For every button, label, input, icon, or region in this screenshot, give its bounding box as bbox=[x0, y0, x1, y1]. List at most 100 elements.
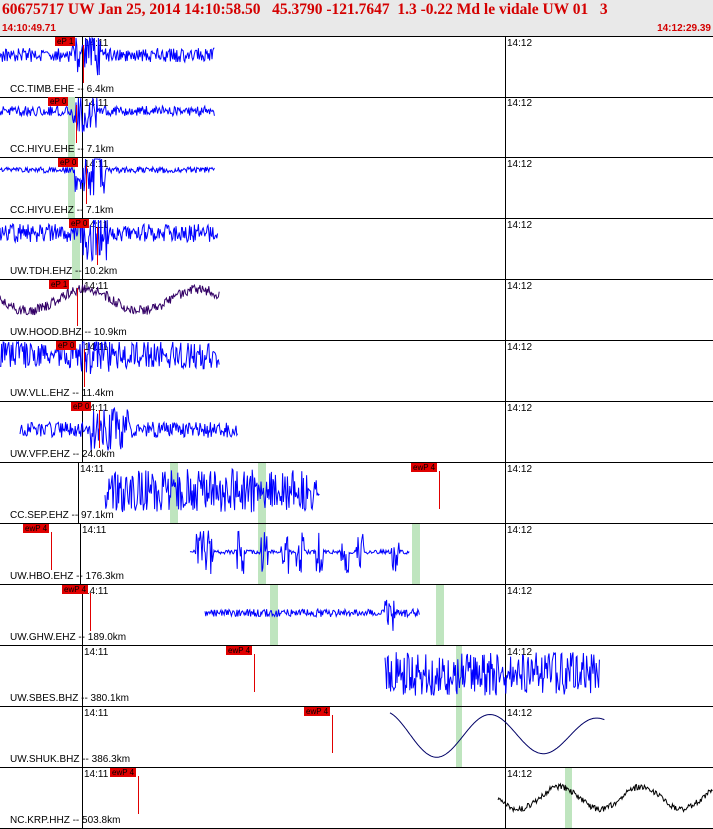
phase-pick-label[interactable]: eP 0 bbox=[71, 402, 92, 411]
seismogram-trace bbox=[0, 341, 220, 375]
station-label: UW.GHW.EHZ -- 189.0km bbox=[10, 632, 127, 643]
minute-tick-label: 14:11 bbox=[84, 586, 109, 597]
minute-tick bbox=[505, 219, 506, 279]
trace-row[interactable]: 14:11 14:12 ewP 4 UW.GHW.EHZ -- 189.0km bbox=[0, 585, 713, 646]
minute-tick bbox=[505, 97, 506, 157]
minute-tick-label: 14:11 bbox=[80, 464, 105, 475]
minute-tick-label: 14:12 bbox=[507, 769, 533, 780]
seismogram-trace bbox=[0, 283, 220, 316]
minute-tick-label: 14:11 bbox=[84, 159, 109, 170]
minute-tick-label: 14:11 bbox=[84, 647, 109, 658]
arrival-window-band bbox=[72, 219, 80, 279]
waveform-path bbox=[204, 599, 420, 631]
waveform-path bbox=[497, 782, 713, 814]
trace-row[interactable]: 14:11 14:12 eP 1 CC.TIMB.EHE -- 6.4km bbox=[0, 36, 713, 98]
trace-row[interactable]: 14:11 14:12 eP 0 UW.VLL.EHZ -- 11.4km bbox=[0, 341, 713, 402]
trace-row[interactable]: 14:11 14:12 eP 0 UW.TDH.EHZ -- 10.2km bbox=[0, 219, 713, 280]
minute-tick-label: 14:12 bbox=[507, 464, 533, 475]
phase-pick-label[interactable]: eP 0 bbox=[48, 97, 69, 106]
arrival-window-band bbox=[436, 585, 444, 645]
pick-marker-line[interactable] bbox=[97, 227, 98, 265]
minute-tick bbox=[82, 585, 83, 645]
phase-pick-label[interactable]: eP 0 bbox=[69, 219, 90, 228]
waveform-path bbox=[0, 341, 220, 375]
minute-tick bbox=[505, 707, 506, 767]
seismogram-trace bbox=[0, 37, 215, 76]
trace-row[interactable]: 14:11 14:12 eP 0 UW.VFP.EHZ -- 24.0km bbox=[0, 402, 713, 463]
arrival-window-band bbox=[565, 768, 572, 828]
minute-tick bbox=[505, 463, 506, 523]
minute-tick-label: 14:11 bbox=[84, 403, 109, 414]
seismogram-trace bbox=[19, 406, 239, 451]
station-label: UW.VFP.EHZ -- 24.0km bbox=[10, 449, 115, 460]
minute-tick bbox=[82, 402, 83, 462]
minute-tick bbox=[80, 524, 81, 584]
pick-marker-line[interactable] bbox=[83, 45, 84, 83]
pick-marker-line[interactable] bbox=[332, 715, 333, 753]
seismogram-trace bbox=[104, 467, 320, 513]
phase-pick-label[interactable]: ewP 4 bbox=[110, 768, 137, 777]
trace-row[interactable]: 14:11 14:12 eP 1 UW.HOOD.BHZ -- 10.9km bbox=[0, 280, 713, 341]
waveform-path bbox=[384, 651, 600, 696]
event-title: 60675717 UW Jan 25, 2014 14:10:58.50 45.… bbox=[2, 1, 608, 18]
pick-marker-line[interactable] bbox=[77, 288, 78, 326]
trace-row[interactable]: 14:11 14:12 ewP 4 UW.SBES.BHZ -- 380.1km bbox=[0, 646, 713, 707]
minute-tick bbox=[505, 402, 506, 462]
minute-tick-label: 14:12 bbox=[507, 98, 533, 109]
trace-row[interactable]: 14:11 14:12 eP 0 CC.HIYU.EHZ -- 7.1km bbox=[0, 158, 713, 219]
minute-tick bbox=[82, 646, 83, 706]
phase-pick-label[interactable]: ewP 4 bbox=[226, 646, 253, 655]
minute-tick-label: 14:11 bbox=[84, 281, 109, 292]
pick-marker-line[interactable] bbox=[439, 471, 440, 509]
header-bar: 60675717 UW Jan 25, 2014 14:10:58.50 45.… bbox=[0, 0, 713, 36]
minute-tick-label: 14:12 bbox=[507, 159, 533, 170]
station-label: UW.SHUK.BHZ -- 386.3km bbox=[10, 754, 131, 765]
pick-marker-line[interactable] bbox=[138, 776, 139, 814]
phase-pick-label[interactable]: eP 0 bbox=[58, 158, 79, 167]
minute-tick bbox=[82, 219, 83, 279]
minute-tick-label: 14:12 bbox=[507, 403, 533, 414]
trace-row[interactable]: 14:11 14:12 ewP 4 UW.HBO.EHZ -- 176.3km bbox=[0, 524, 713, 585]
minute-tick-label: 14:12 bbox=[507, 647, 533, 658]
phase-pick-label[interactable]: ewP 4 bbox=[62, 585, 89, 594]
phase-pick-label[interactable]: ewP 4 bbox=[23, 524, 50, 533]
pick-marker-line[interactable] bbox=[51, 532, 52, 570]
phase-pick-label[interactable]: ewP 4 bbox=[304, 707, 331, 716]
arrival-window-band bbox=[68, 97, 75, 157]
phase-pick-label[interactable]: eP 0 bbox=[56, 341, 77, 350]
window-start-time: 14:10:49.71 bbox=[2, 23, 56, 34]
station-label: CC.TIMB.EHE -- 6.4km bbox=[10, 84, 114, 95]
pick-marker-line[interactable] bbox=[254, 654, 255, 692]
seismogram-trace bbox=[389, 712, 605, 758]
minute-tick-label: 14:12 bbox=[507, 525, 533, 536]
arrival-window-band bbox=[68, 158, 75, 218]
trace-row[interactable]: 14:11 14:12 eP 0 CC.HIYU.EHE -- 7.1km bbox=[0, 97, 713, 158]
station-label: UW.VLL.EHZ -- 11.4km bbox=[10, 388, 114, 399]
minute-tick bbox=[505, 37, 506, 97]
station-label: UW.SBES.BHZ -- 380.1km bbox=[10, 693, 129, 704]
seismogram-trace bbox=[0, 158, 215, 196]
seismogram-trace bbox=[384, 651, 600, 696]
pick-marker-line[interactable] bbox=[99, 410, 100, 448]
minute-tick bbox=[505, 646, 506, 706]
minute-tick bbox=[82, 768, 83, 828]
pick-marker-line[interactable] bbox=[86, 166, 87, 204]
arrival-window-band bbox=[170, 463, 178, 523]
minute-tick bbox=[505, 280, 506, 340]
trace-row[interactable]: 14:11 14:12 ewP 4 CC.SEP.EHZ -- 97.1km bbox=[0, 463, 713, 524]
phase-pick-label[interactable]: eP 1 bbox=[55, 37, 76, 46]
waveform-path bbox=[0, 97, 215, 133]
trace-row[interactable]: 14:11 14:12 ewP 4 UW.SHUK.BHZ -- 386.3km bbox=[0, 707, 713, 768]
pick-marker-line[interactable] bbox=[76, 105, 77, 143]
minute-tick-label: 14:11 bbox=[84, 769, 109, 780]
minute-tick bbox=[505, 585, 506, 645]
phase-pick-label[interactable]: ewP 4 bbox=[411, 463, 438, 472]
arrival-window-band bbox=[412, 524, 420, 584]
pick-marker-line[interactable] bbox=[90, 593, 91, 631]
phase-pick-label[interactable]: eP 1 bbox=[49, 280, 70, 289]
trace-row[interactable]: 14:11 14:12 ewP 4 NC.KRP.HHZ -- 503.8km bbox=[0, 768, 713, 829]
minute-tick-label: 14:12 bbox=[507, 342, 533, 353]
window-end-time: 14:12:29.39 bbox=[657, 23, 711, 34]
minute-tick-label: 14:12 bbox=[507, 38, 533, 49]
pick-marker-line[interactable] bbox=[84, 349, 85, 387]
